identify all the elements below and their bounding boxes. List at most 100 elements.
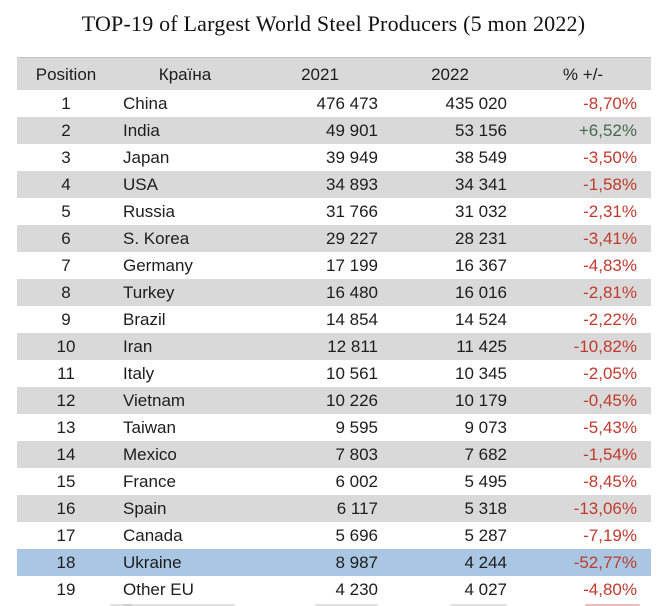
table-row-other-eu: 19 Other EU 4 230 4 027 -4,80% [17,576,651,603]
value-2022-cell: 10 345 [455,364,507,383]
value-2022-cell: 11 425 [456,337,507,356]
percent-change-cell: -3,50% [583,148,637,167]
value-2022-cell: 5 287 [464,526,507,545]
percent-change-cell: -13,06% [573,499,637,518]
steel-producers-table: Position Країна 2021 2022% +/- 1 China 476 47… [17,57,651,606]
position-cell: 15 [56,472,76,491]
position-cell: 12 [56,391,76,410]
country-cell: France [123,472,176,491]
country-cell: Germany [123,256,193,275]
percent-change-cell: -5,43% [583,418,637,437]
cropped-text-remnant [123,604,235,606]
position-cell: 18 [56,553,76,572]
value-2022-cell: 4 244 [464,553,507,572]
value-2021-cell: 6 117 [336,499,378,518]
column-header-2022: 2022 [431,64,469,84]
cropped-text-remnant [315,604,378,606]
value-2021-cell: 476 473 [316,94,378,113]
value-2021-cell: 9 595 [335,418,378,437]
table-row-turkey: 8 Turkey 16 480 16 016 -2,81% [17,279,651,306]
table-row-ukraine: 18 Ukraine 8 987 4 244 -52,77% [17,549,651,576]
column-header-2021: 2021 [301,64,339,84]
page-title: TOP-19 of Largest World Steel Producers … [81,11,586,36]
position-cell: 5 [61,202,71,221]
table-body: 1 China 476 473 435 020 -8,70% 2 India 49 901 53… [17,90,651,603]
value-2021-cell: 14 854 [326,310,378,329]
value-2022-cell: 53 156 [455,121,507,140]
table-row-spain: 16 Spain 6 117 5 318 -13,06% [17,495,651,522]
table-row-usa: 4 USA 34 893 34 341 -1,58% [17,171,651,198]
value-2021-cell: 4 230 [335,580,378,599]
position-cell: 11 [57,364,75,383]
value-2021-cell: 7 803 [335,445,378,464]
percent-change-cell: -1,58% [583,175,637,194]
position-cell: 17 [56,526,76,545]
country-cell: Taiwan [123,418,176,437]
percent-change-cell: -8,45% [583,472,637,491]
table-row-italy: 11 Italy 10 561 10 345 -2,05% [17,360,651,387]
position-cell: 13 [56,418,76,437]
cropped-text-remnant [585,604,640,606]
table-row-mexico: 14 Mexico 7 803 7 682 -1,54% [17,441,651,468]
position-cell: 19 [56,580,76,599]
country-cell: Other EU [123,580,194,599]
position-cell: 7 [61,256,71,275]
percent-change-cell: -2,22% [583,310,637,329]
percent-change-cell: -2,81% [583,283,637,302]
percent-change-cell: -0,45% [583,391,637,410]
country-cell: Ukraine [123,553,182,572]
value-2021-cell: 16 480 [326,283,378,302]
country-cell: USA [123,175,158,194]
position-cell: 4 [61,175,71,194]
country-cell: Japan [123,148,170,167]
country-cell: Iran [123,337,153,356]
cropped-text-remnant [450,604,507,606]
position-cell: 6 [61,229,71,248]
country-cell: Italy [123,364,155,383]
country-cell: China [123,94,168,113]
table-row-china: 1 China 476 473 435 020 -8,70% [17,90,651,117]
percent-change-cell: -8,70% [583,94,637,113]
value-2021-cell: 8 987 [335,553,378,572]
table-row-russia: 5 Russia 31 766 31 032 -2,31% [17,198,651,225]
value-2022-cell: 16 367 [455,256,507,275]
value-2021-cell: 10 226 [326,391,378,410]
table-row-taiwan: 13 Taiwan 9 595 9 073 -5,43% [17,414,651,441]
position-cell: 9 [61,310,71,329]
value-2022-cell: 14 524 [455,310,507,329]
value-2021-cell: 12 811 [327,337,378,356]
country-cell: India [123,121,160,140]
position-cell: 14 [56,445,76,464]
value-2022-cell: 38 549 [455,148,507,167]
position-cell: 3 [61,148,71,167]
percent-change-cell: -2,31% [583,202,637,221]
position-cell: 16 [56,499,76,518]
percent-change-cell: -7,19% [583,526,637,545]
value-2022-cell: 5 495 [464,472,507,491]
column-header-position: Position [35,64,97,84]
table-header-row: Position Країна 2021 2022 % +/- [17,57,651,90]
country-cell: Canada [123,526,183,545]
cropped-text-remnant [110,604,132,606]
value-2021-cell: 10 561 [326,364,378,383]
value-2022-cell: 28 231 [455,229,507,248]
value-2022-cell: 34 341 [455,175,507,194]
table-row-germany: 7 Germany 17 199 16 367 -4,83% [17,252,651,279]
value-2022-cell: 5 318 [464,499,507,518]
value-2022-cell: 435 020 [445,94,507,113]
position-cell: 10 [56,337,76,356]
value-2021-cell: 39 949 [326,148,378,167]
percent-change-cell: -2,05% [583,364,637,383]
column-header-country: Країна [158,64,212,84]
position-cell: 8 [61,283,71,302]
position-cell: 1 [61,94,71,113]
table-row-india: 2 India 49 901 53 156 +6,52% [17,117,651,144]
country-cell: Mexico [123,445,177,464]
percent-change-cell: -1,54% [583,445,637,464]
value-2021-cell: 31 766 [326,202,378,221]
value-2021-cell: 29 227 [326,229,378,248]
cropped-bottom-row [17,603,651,606]
table-row-vietnam: 12 Vietnam 10 226 10 179 -0,45% [17,387,651,414]
country-cell: Turkey [123,283,175,302]
percent-change-cell: -52,77% [573,553,637,572]
